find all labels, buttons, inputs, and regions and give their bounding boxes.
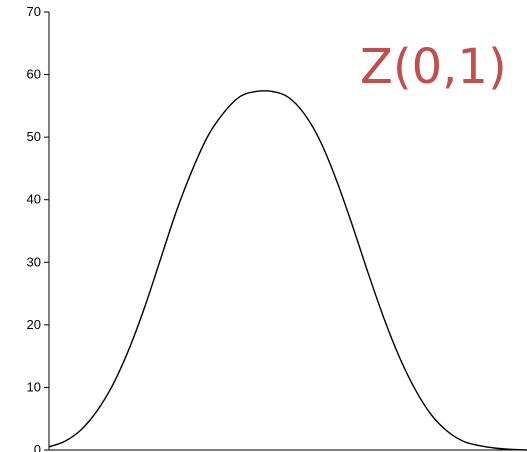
y-tick-label: 70 [27, 4, 41, 19]
y-tick-label: 30 [27, 254, 41, 269]
series-layer [48, 90, 527, 451]
y-tick-label: 20 [27, 317, 41, 332]
chart-annotation: Z(0,1) [360, 39, 507, 95]
y-tick-label: 60 [27, 67, 41, 82]
series-line [48, 90, 527, 451]
y-tick-label: 0 [34, 442, 41, 452]
y-tick-label: 10 [27, 379, 41, 394]
y-tick-label: 50 [27, 129, 41, 144]
y-tick-label: 40 [27, 192, 41, 207]
y-axis-ticks: 0 10 20 30 40 50 60 70 [27, 4, 49, 452]
